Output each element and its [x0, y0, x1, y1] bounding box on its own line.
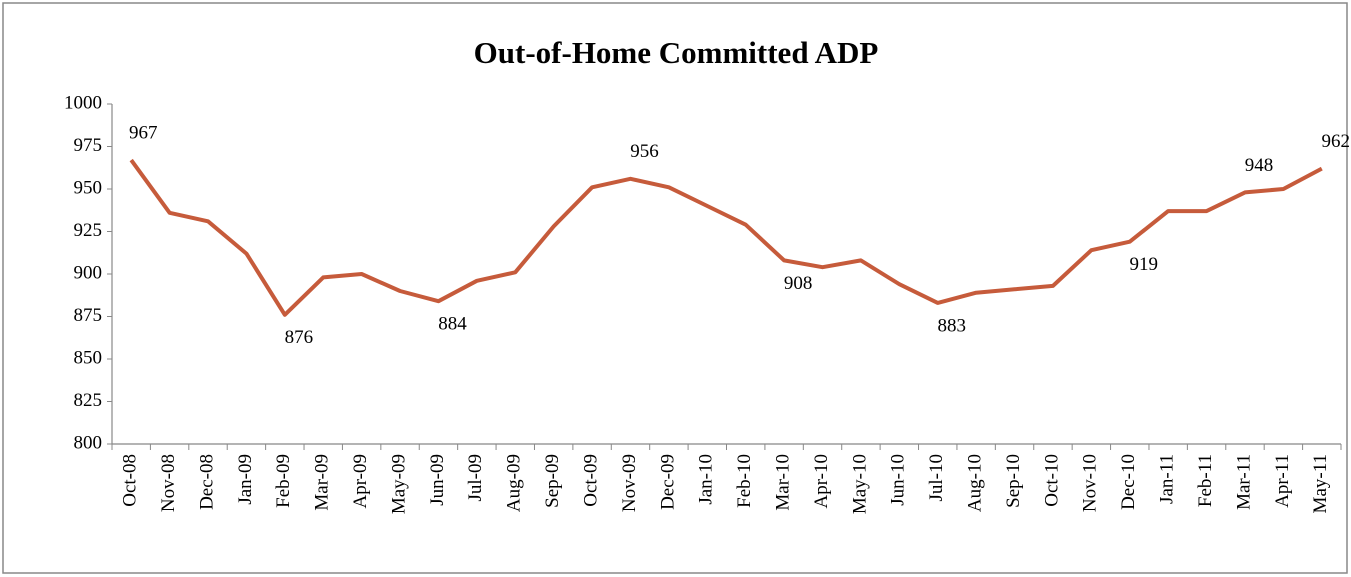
x-tick-label: Oct-09: [580, 454, 601, 507]
x-tick-label: Feb-11: [1195, 454, 1216, 507]
y-tick-label: 900: [74, 262, 103, 283]
y-tick-label: 950: [74, 177, 103, 198]
data-label: 876: [285, 327, 314, 348]
y-tick-label: 800: [74, 432, 103, 453]
x-tick-label: Oct-08: [120, 454, 141, 507]
x-tick-label: Mar-11: [1233, 454, 1254, 510]
y-tick-label: 975: [74, 135, 103, 156]
data-label: 883: [937, 315, 966, 336]
data-label: 962: [1322, 131, 1351, 152]
data-line: [129, 158, 1323, 317]
x-tick-label: Mar-09: [312, 454, 333, 511]
y-tick-label: 850: [74, 347, 103, 368]
y-tick-label: 925: [74, 220, 103, 241]
x-tick-label: Mar-10: [772, 454, 793, 511]
y-tick-label: 825: [74, 390, 103, 411]
x-tick-label: Nov-09: [619, 454, 640, 512]
chart-title: Out-of-Home Committed ADP: [474, 35, 879, 70]
x-tick-label: Nov-10: [1080, 454, 1101, 512]
y-tick-label: 875: [74, 305, 103, 326]
x-tick-label: Jan-10: [696, 454, 717, 505]
x-tick-label: Feb-10: [734, 454, 755, 508]
x-tick-label: Feb-09: [273, 454, 294, 508]
x-tick-label: Dec-08: [196, 454, 217, 510]
x-tick-label: Sep-10: [1003, 454, 1024, 508]
x-tick-label: Jan-09: [235, 454, 256, 505]
x-tick-label: Apr-09: [350, 454, 371, 509]
x-tick-label: Jun-09: [427, 454, 448, 506]
x-tick-label: Aug-10: [965, 454, 986, 512]
x-tick-label: Jul-10: [926, 454, 947, 502]
x-tick-label: Nov-08: [158, 454, 179, 512]
x-tick-label: May-09: [388, 454, 409, 514]
data-label: 919: [1130, 254, 1159, 275]
data-label: 956: [630, 141, 659, 162]
x-tick-label: May-11: [1310, 454, 1331, 513]
x-tick-label: Jul-09: [465, 454, 486, 502]
x-tick-label: Dec-10: [1118, 454, 1139, 510]
x-tick-label: Aug-09: [504, 454, 525, 512]
x-tick-label: Dec-09: [657, 454, 678, 510]
x-tick-label: May-10: [849, 454, 870, 514]
data-label: 948: [1245, 155, 1274, 176]
y-tick-label: 1000: [64, 92, 102, 113]
data-label: 884: [438, 314, 467, 335]
x-tick-label: Oct-10: [1041, 454, 1062, 507]
data-label: 967: [129, 122, 158, 143]
data-label: 908: [784, 273, 813, 294]
x-tick-label: Jan-11: [1157, 454, 1178, 504]
x-tick-label: Apr-11: [1272, 454, 1293, 508]
x-tick-label: Sep-09: [542, 454, 563, 508]
x-tick-label: Jun-10: [888, 454, 909, 506]
x-tick-label: Apr-10: [811, 454, 832, 509]
